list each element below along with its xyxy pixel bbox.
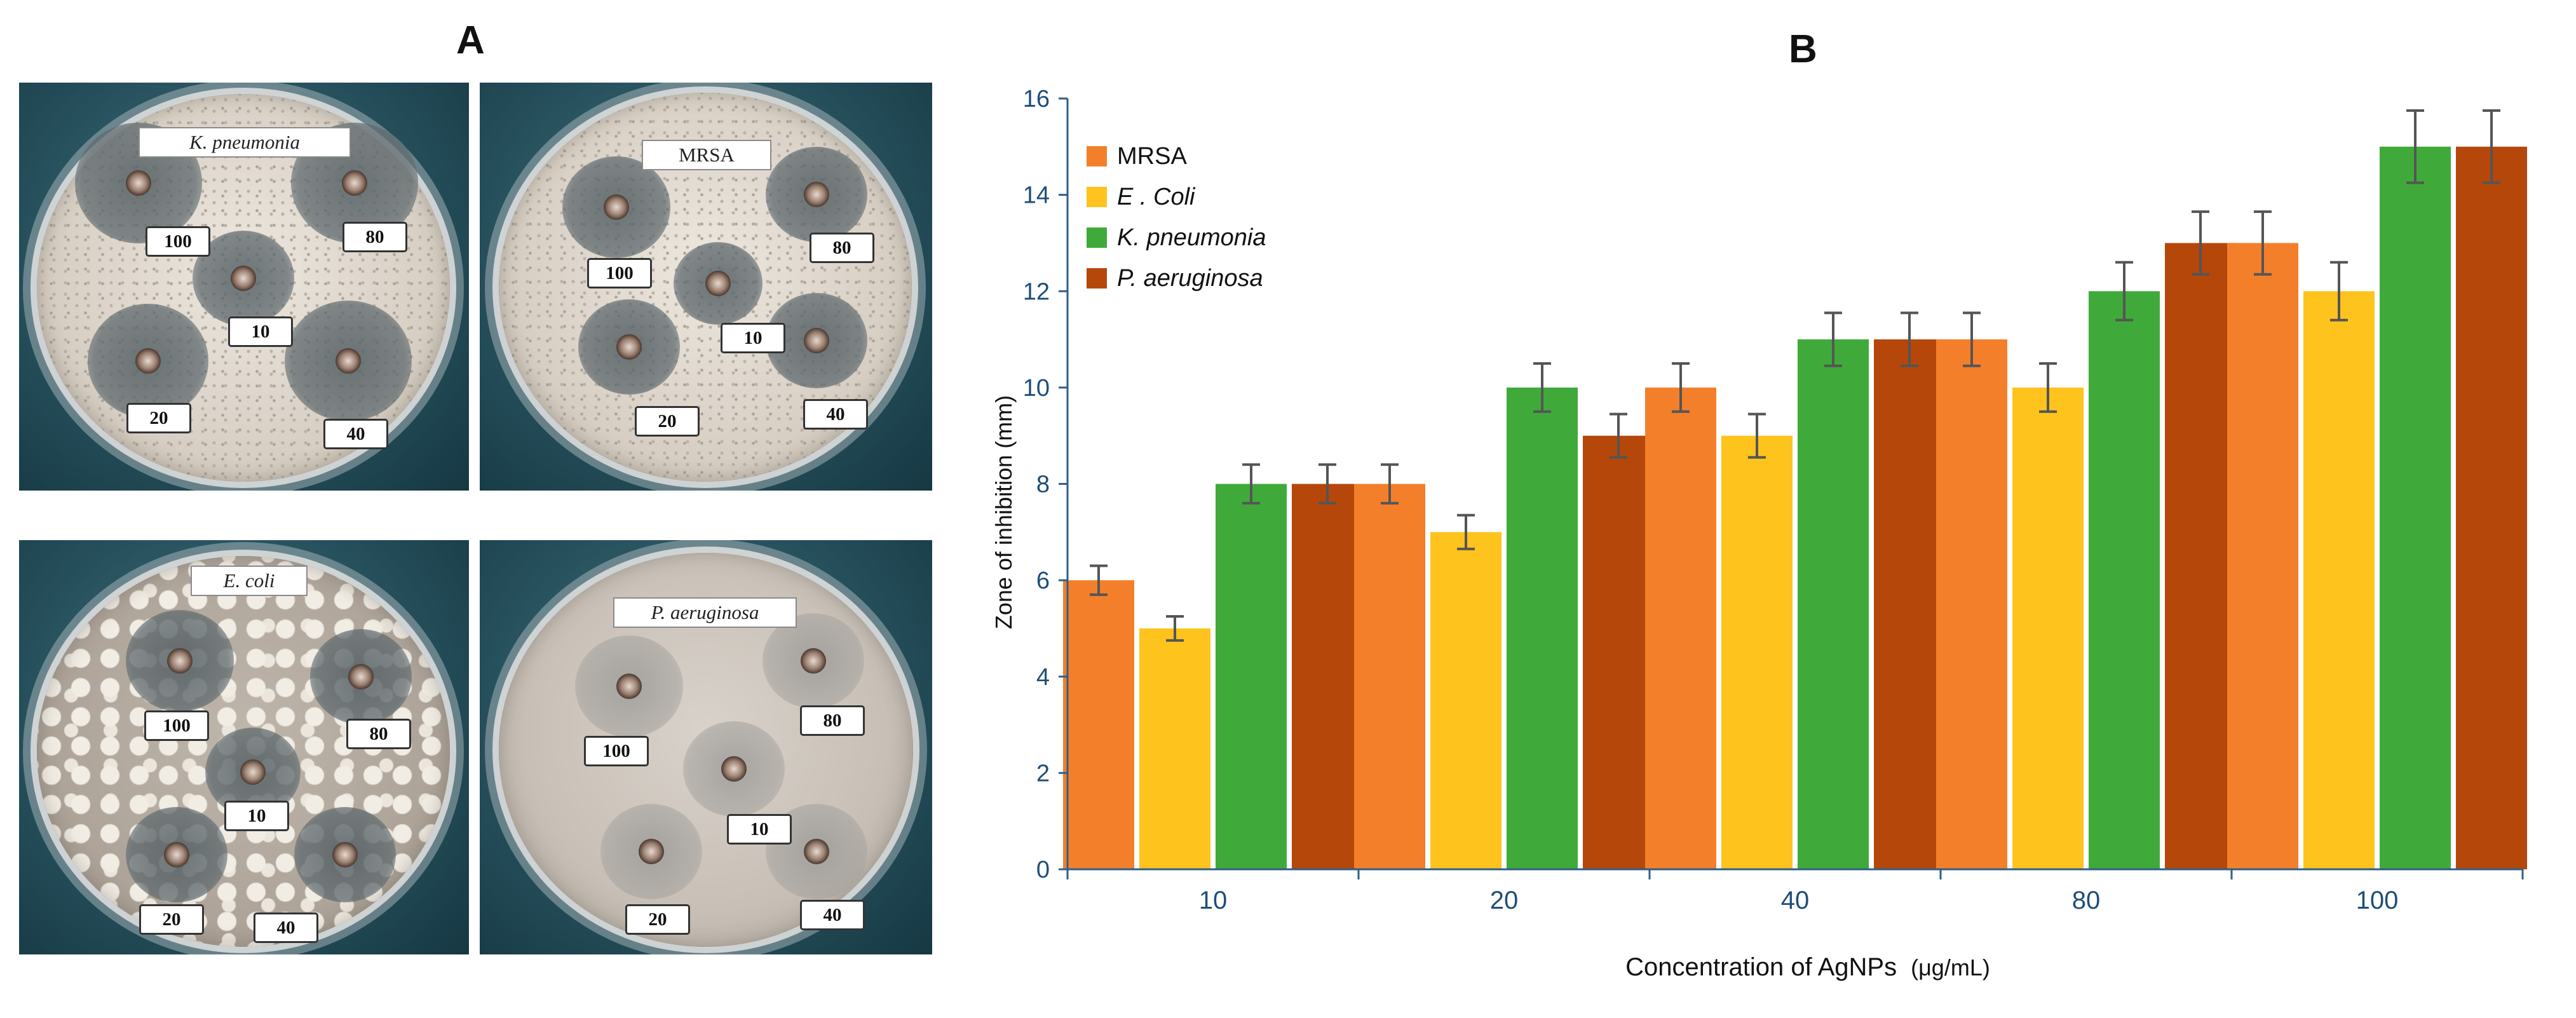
x-axis-title: Concentration of AgNPs (μg/mL)	[1625, 953, 1990, 981]
concentration-label: 80	[810, 233, 874, 263]
x-tick-label: 40	[1781, 886, 1810, 914]
bar	[1798, 339, 1869, 869]
bar	[1583, 435, 1654, 869]
well	[721, 756, 747, 782]
well	[126, 170, 151, 196]
well	[804, 328, 829, 353]
concentration-label: 40	[323, 419, 388, 449]
well	[336, 348, 361, 374]
plate-photo-k-pneumonia: K. pneumonia 100 80 10 20 40	[19, 83, 469, 491]
legend-label: MRSA	[1117, 143, 1187, 170]
plate-photo-e-coli: E. coli 100 80 10 20 40	[19, 540, 469, 954]
y-tick-label: 10	[1023, 375, 1050, 402]
concentration-label: 20	[625, 904, 690, 935]
plate-title: MRSA	[642, 140, 771, 170]
concentration-label: 100	[587, 258, 652, 288]
concentration-label: 10	[721, 323, 785, 353]
well	[332, 842, 358, 867]
concentration-label: 20	[139, 904, 204, 935]
bar	[1936, 339, 2007, 869]
bar	[1430, 532, 1502, 869]
y-tick-label: 8	[1036, 472, 1050, 498]
bar	[2456, 146, 2527, 869]
plate-title: E. coli	[191, 566, 308, 596]
plate-title: K. pneumonia	[139, 127, 351, 158]
inhibition-bar-chart: 0 2 4 6 8 10 12 14 16 10 20 40 80 100 MRSA E . Coli K. …	[991, 86, 2527, 981]
well	[167, 648, 193, 674]
bar	[2089, 291, 2160, 869]
y-tick-label: 14	[1023, 182, 1050, 209]
bar	[1354, 484, 1425, 869]
panel-b-label: B	[1789, 27, 1817, 71]
y-tick-label: 4	[1036, 664, 1050, 691]
well	[135, 348, 161, 374]
legend-label: P. aeruginosa	[1117, 265, 1263, 292]
plate-title: P. aeruginosa	[613, 597, 797, 628]
x-tick-label: 80	[2072, 886, 2101, 914]
concentration-label: 100	[144, 710, 209, 741]
well	[804, 839, 829, 864]
legend-label: K. pneumonia	[1117, 224, 1266, 251]
well	[348, 664, 374, 689]
well	[231, 266, 256, 291]
plate-photo-mrsa: MRSA 100 80 10 20 40	[480, 83, 932, 491]
bar	[1507, 387, 1578, 869]
panel-a-label: A	[456, 18, 485, 62]
bar	[2012, 387, 2084, 869]
y-tick-label: 2	[1036, 760, 1050, 787]
petri-dish	[37, 556, 450, 947]
concentration-label: 80	[342, 222, 407, 252]
petri-dish	[499, 93, 912, 482]
concentration-label: 40	[803, 399, 868, 430]
well	[616, 334, 642, 360]
well	[604, 194, 629, 220]
concentration-label: 80	[800, 705, 865, 736]
bar	[1645, 387, 1716, 869]
legend-swatch	[1087, 187, 1107, 207]
concentration-label: 10	[727, 814, 792, 845]
bar	[1292, 484, 1363, 869]
y-tick-label: 6	[1036, 567, 1050, 594]
bar	[2165, 243, 2236, 869]
bar	[2227, 243, 2298, 869]
concentration-label: 40	[800, 900, 865, 930]
well	[164, 842, 189, 867]
bar	[1216, 484, 1287, 869]
x-tick-label: 20	[1490, 886, 1519, 914]
concentration-label: 40	[254, 913, 318, 943]
bar	[2303, 291, 2375, 869]
x-axis-title-unit: (μg/mL)	[1911, 954, 1990, 981]
legend-swatch	[1087, 268, 1107, 288]
concentration-label: 100	[584, 736, 649, 766]
well	[804, 182, 829, 207]
well	[616, 674, 642, 699]
concentration-label: 20	[126, 403, 191, 433]
y-tick-label: 12	[1023, 278, 1050, 305]
x-tick-label: 10	[1199, 886, 1228, 914]
well	[705, 271, 731, 296]
bar	[2380, 146, 2451, 869]
concentration-label: 10	[224, 801, 289, 831]
well	[240, 759, 266, 785]
bar	[1139, 628, 1210, 869]
concentration-label: 80	[346, 719, 411, 749]
concentration-label: 100	[146, 226, 210, 257]
legend-swatch	[1087, 227, 1107, 248]
legend-swatch	[1087, 146, 1107, 166]
y-tick-label: 16	[1023, 86, 1050, 112]
y-axis-title: Zone of inhibition (mm)	[991, 395, 1017, 629]
concentration-label: 20	[635, 406, 700, 437]
concentration-label: 10	[228, 316, 293, 347]
bar	[1063, 580, 1134, 869]
plate-photo-p-aeruginosa: P. aeruginosa 100 80 10 20 40	[480, 540, 932, 954]
bar	[1874, 339, 1945, 869]
y-tick-label: 0	[1036, 857, 1050, 883]
bar	[1721, 435, 1793, 869]
well	[639, 839, 664, 864]
x-tick-label: 100	[2356, 886, 2399, 914]
well	[801, 648, 826, 674]
x-axis-title-text: Concentration of AgNPs	[1625, 953, 1897, 981]
legend-label: E . Coli	[1117, 184, 1196, 210]
well	[342, 170, 367, 196]
